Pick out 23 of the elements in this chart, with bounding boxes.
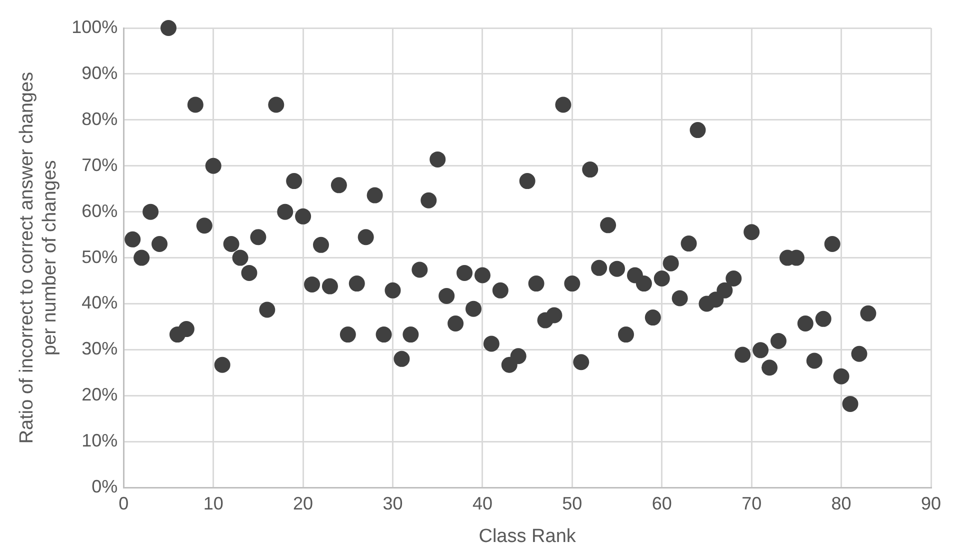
- y-tick-label: 90%: [82, 62, 118, 83]
- x-tick-label: 60: [652, 493, 672, 514]
- x-tick-label: 10: [203, 493, 224, 514]
- y-tick-label: 40%: [82, 292, 118, 313]
- y-tick-label: 60%: [82, 200, 118, 221]
- y-axis-title: Ratio of incorrect to correct answer changes per number of changes: [16, 72, 60, 444]
- x-axis-title: Class Rank: [478, 526, 576, 547]
- x-tick-label: 90: [920, 493, 942, 514]
- x-tick-label: 30: [382, 493, 403, 514]
- x-tick-label: 20: [293, 493, 314, 514]
- x-tick-label: 50: [562, 493, 582, 514]
- y-tick-label: 100%: [72, 16, 118, 37]
- y-tick-label: 80%: [82, 108, 118, 129]
- y-tick-label: 10%: [82, 430, 118, 451]
- y-tick-label: 0%: [92, 476, 118, 497]
- x-tick-label: 40: [472, 493, 492, 514]
- y-tick-label: 30%: [82, 338, 118, 359]
- x-tick-label: 70: [742, 493, 762, 514]
- y-tick-label: 50%: [82, 246, 118, 267]
- y-tick-label: 70%: [82, 154, 118, 175]
- x-tick-label: 80: [831, 493, 852, 514]
- x-tick-label: 0: [118, 493, 129, 514]
- y-tick-label: 20%: [82, 384, 118, 405]
